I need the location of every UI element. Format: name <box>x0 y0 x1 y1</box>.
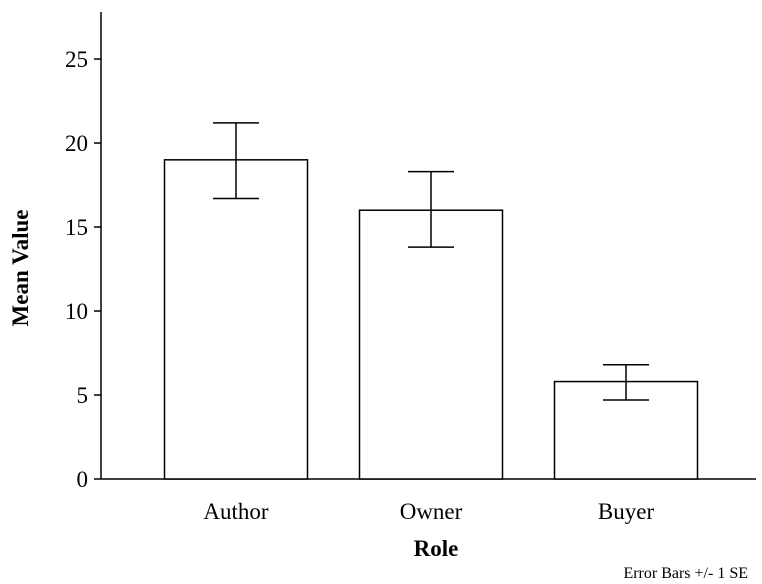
x-tick-label: Owner <box>400 499 463 524</box>
y-tick-label: 5 <box>77 383 89 408</box>
y-tick-label: 15 <box>65 215 88 240</box>
error-bar-note: Error Bars +/- 1 SE <box>623 565 748 582</box>
bar-owner <box>358 209 504 480</box>
x-tick-label: Author <box>203 499 269 524</box>
y-tick-label: 20 <box>65 131 88 156</box>
y-tick-label: 10 <box>65 299 88 324</box>
y-tick-label: 25 <box>65 47 88 72</box>
x-tick-label: Buyer <box>598 499 655 524</box>
y-ticks: 0 5 10 15 20 25 <box>65 47 101 492</box>
x-tick-labels: Author Owner Buyer <box>203 499 654 524</box>
bars <box>163 159 699 480</box>
y-axis-title: Mean Value <box>8 210 33 327</box>
bar-author <box>163 159 309 480</box>
x-axis-title: Role <box>414 536 459 561</box>
y-tick-label: 0 <box>77 467 89 492</box>
error-bars <box>213 122 649 401</box>
